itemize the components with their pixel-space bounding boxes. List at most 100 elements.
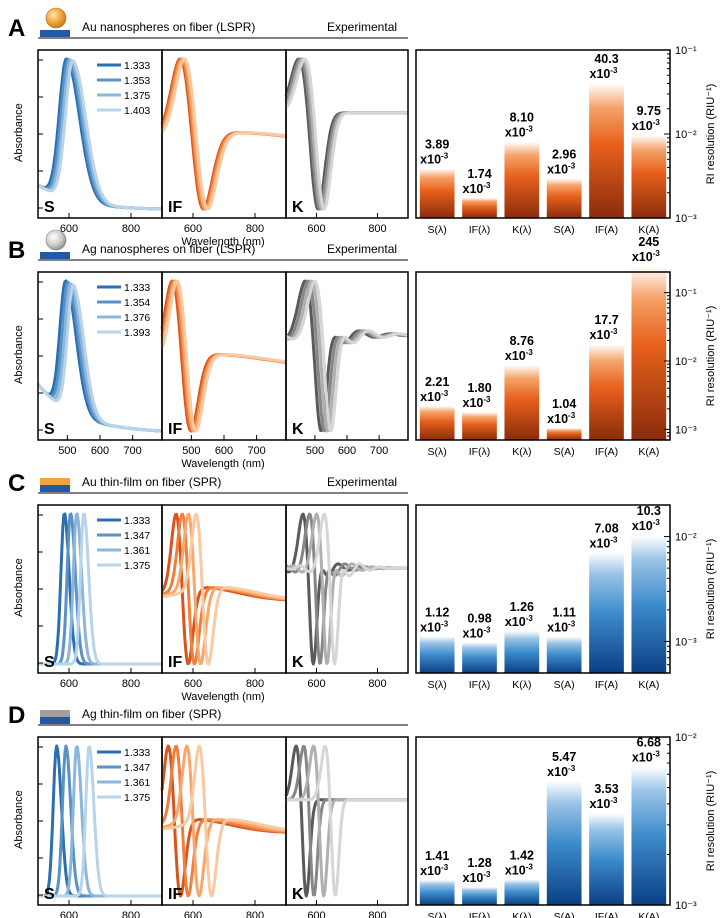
y-tick-label: 10⁻² xyxy=(675,356,697,368)
bar-category-label: IF(A) xyxy=(595,679,618,691)
series-line-1.375 xyxy=(37,745,163,898)
subplot-s: 600 800 S 1.333 1.347 1.361 1.375 xyxy=(37,504,163,690)
bar-IF(λ) xyxy=(462,886,497,905)
legend-entry: 1.375 xyxy=(124,792,150,804)
x-tick-label: 500 xyxy=(182,445,200,457)
x-axis-label: Wavelength (nm) xyxy=(181,691,264,703)
bar-category-label: IF(λ) xyxy=(469,446,491,458)
x-tick-label: 800 xyxy=(122,910,140,918)
bar-value-label: 17.7 xyxy=(594,313,618,327)
series-line-1.333 xyxy=(284,57,409,211)
y-axis-label: Absorbance xyxy=(13,790,25,849)
bar-category-label: S(A) xyxy=(554,446,575,458)
legend-entry: 1.376 xyxy=(124,312,150,324)
panel-title: Ag nanospheres on fiber (LSPR) xyxy=(82,242,255,256)
bar-S(λ) xyxy=(419,879,455,905)
bar-value-label: 6.68 xyxy=(637,735,661,749)
panel-title: Au thin-film on fiber (SPR) xyxy=(82,475,221,489)
bar-category-label: IF(A) xyxy=(595,446,618,458)
subplot-if: 500 600 700 IF xyxy=(160,271,287,457)
legend-entry: 1.375 xyxy=(124,560,150,572)
subplot-label: K xyxy=(292,886,304,903)
series-line-1.347 xyxy=(285,512,409,665)
subplot-label: IF xyxy=(168,654,182,671)
y-axis-label: RI resolution (RIU⁻¹) xyxy=(705,771,717,872)
x-tick-label: 700 xyxy=(123,445,141,457)
x-tick-label: 800 xyxy=(246,678,264,690)
bar-unit-label: x10-3 xyxy=(590,796,619,811)
bar-S(A) xyxy=(546,178,582,218)
bar-category-label: IF(A) xyxy=(595,224,618,236)
x-tick-label: 500 xyxy=(306,445,324,457)
bar-unit-exponent: -3 xyxy=(568,411,576,420)
bar-K(λ) xyxy=(504,630,540,673)
bar-IF(A) xyxy=(589,83,624,218)
bar-unit-label: x10-3 xyxy=(590,535,619,550)
x-tick-label: 800 xyxy=(368,678,386,690)
bar-unit-label: x10-3 xyxy=(547,161,576,176)
x-tick-label: 800 xyxy=(122,678,140,690)
silver-sphere-icon xyxy=(45,229,67,251)
bar-unit-exponent: -3 xyxy=(526,125,534,134)
subplot-frame xyxy=(285,504,409,674)
bar-unit-exponent: -3 xyxy=(483,625,491,634)
series-line-1.393 xyxy=(36,283,163,433)
bar-category-label: IF(A) xyxy=(595,911,618,918)
series-line-1.375 xyxy=(37,512,163,666)
x-tick-label: 600 xyxy=(60,910,78,918)
bar-value-label: 3.89 xyxy=(425,137,449,151)
x-tick-label: 600 xyxy=(215,445,233,457)
subplot-label: S xyxy=(44,199,55,216)
bar-chart: 3.89x10-3S(λ)1.74x10-3IF(λ)8.10x10-3K(λ)… xyxy=(415,45,717,236)
bar-unit-label: x10-3 xyxy=(505,862,534,877)
bar-unit-label: x10-3 xyxy=(632,249,661,264)
legend-entry: 1.375 xyxy=(124,90,150,102)
y-axis-label: RI resolution (RIU⁻¹) xyxy=(705,84,717,185)
series-line-1.403 xyxy=(37,59,163,211)
bar-unit-exponent: -3 xyxy=(526,614,534,623)
y-axis-label: Absorbance xyxy=(13,558,25,617)
bar-S(λ) xyxy=(419,168,455,218)
subplot-label: IF xyxy=(168,421,182,438)
bar-category-label: K(λ) xyxy=(512,224,531,236)
bar-S(A) xyxy=(546,428,582,440)
y-tick-label: 10⁻¹ xyxy=(675,288,697,300)
bar-unit-exponent: -3 xyxy=(483,395,491,404)
bar-K(λ) xyxy=(504,879,540,905)
legend-entry: 1.393 xyxy=(124,327,150,339)
y-axis-label: Absorbance xyxy=(13,103,25,162)
panel-subtitle: Experimental xyxy=(327,242,397,256)
series-line-1.393 xyxy=(160,279,287,433)
bar-unit-label: x10-3 xyxy=(420,619,449,634)
bar-value-label: 40.3 xyxy=(594,52,618,66)
x-tick-label: 600 xyxy=(184,223,202,235)
substrate-stripe xyxy=(40,717,70,724)
series-line-1.375 xyxy=(285,512,409,666)
subplot-if: 600 800 IF xyxy=(160,736,287,918)
bar-category-label: IF(λ) xyxy=(469,911,491,918)
bar-category-label: K(λ) xyxy=(512,679,531,691)
bar-S(A) xyxy=(546,781,582,905)
x-tick-label: 600 xyxy=(338,445,356,457)
x-tick-label: 600 xyxy=(184,910,202,918)
bar-unit-label: x10-3 xyxy=(505,614,534,629)
bar-unit-label: x10-3 xyxy=(590,66,619,81)
bar-value-label: 0.98 xyxy=(467,611,491,625)
x-tick-label: 700 xyxy=(247,445,265,457)
subplot-label: IF xyxy=(168,886,182,903)
bar-unit-exponent: -3 xyxy=(653,118,661,127)
bar-chart: 1.41x10-3S(λ)1.28x10-3IF(λ)1.42x10-3K(λ)… xyxy=(415,732,717,918)
subplot-label: K xyxy=(292,199,304,216)
x-tick-label: 600 xyxy=(60,678,78,690)
panel-c: C Au thin-film on fiber (SPR) Experimental… xyxy=(8,470,717,703)
series-line-1.403 xyxy=(160,57,287,211)
bar-value-label: 1.04 xyxy=(552,397,576,411)
bar-S(λ) xyxy=(419,636,455,673)
panel-title: Ag thin-film on fiber (SPR) xyxy=(82,707,221,721)
gold-sphere-icon xyxy=(45,7,67,29)
subplot-k: 500 600 700 K xyxy=(284,271,409,457)
bar-frame xyxy=(415,504,671,674)
bar-unit-exponent: -3 xyxy=(568,161,576,170)
x-axis-label: Wavelength (nm) xyxy=(181,458,264,470)
y-tick-label: 10⁻² xyxy=(675,532,697,544)
